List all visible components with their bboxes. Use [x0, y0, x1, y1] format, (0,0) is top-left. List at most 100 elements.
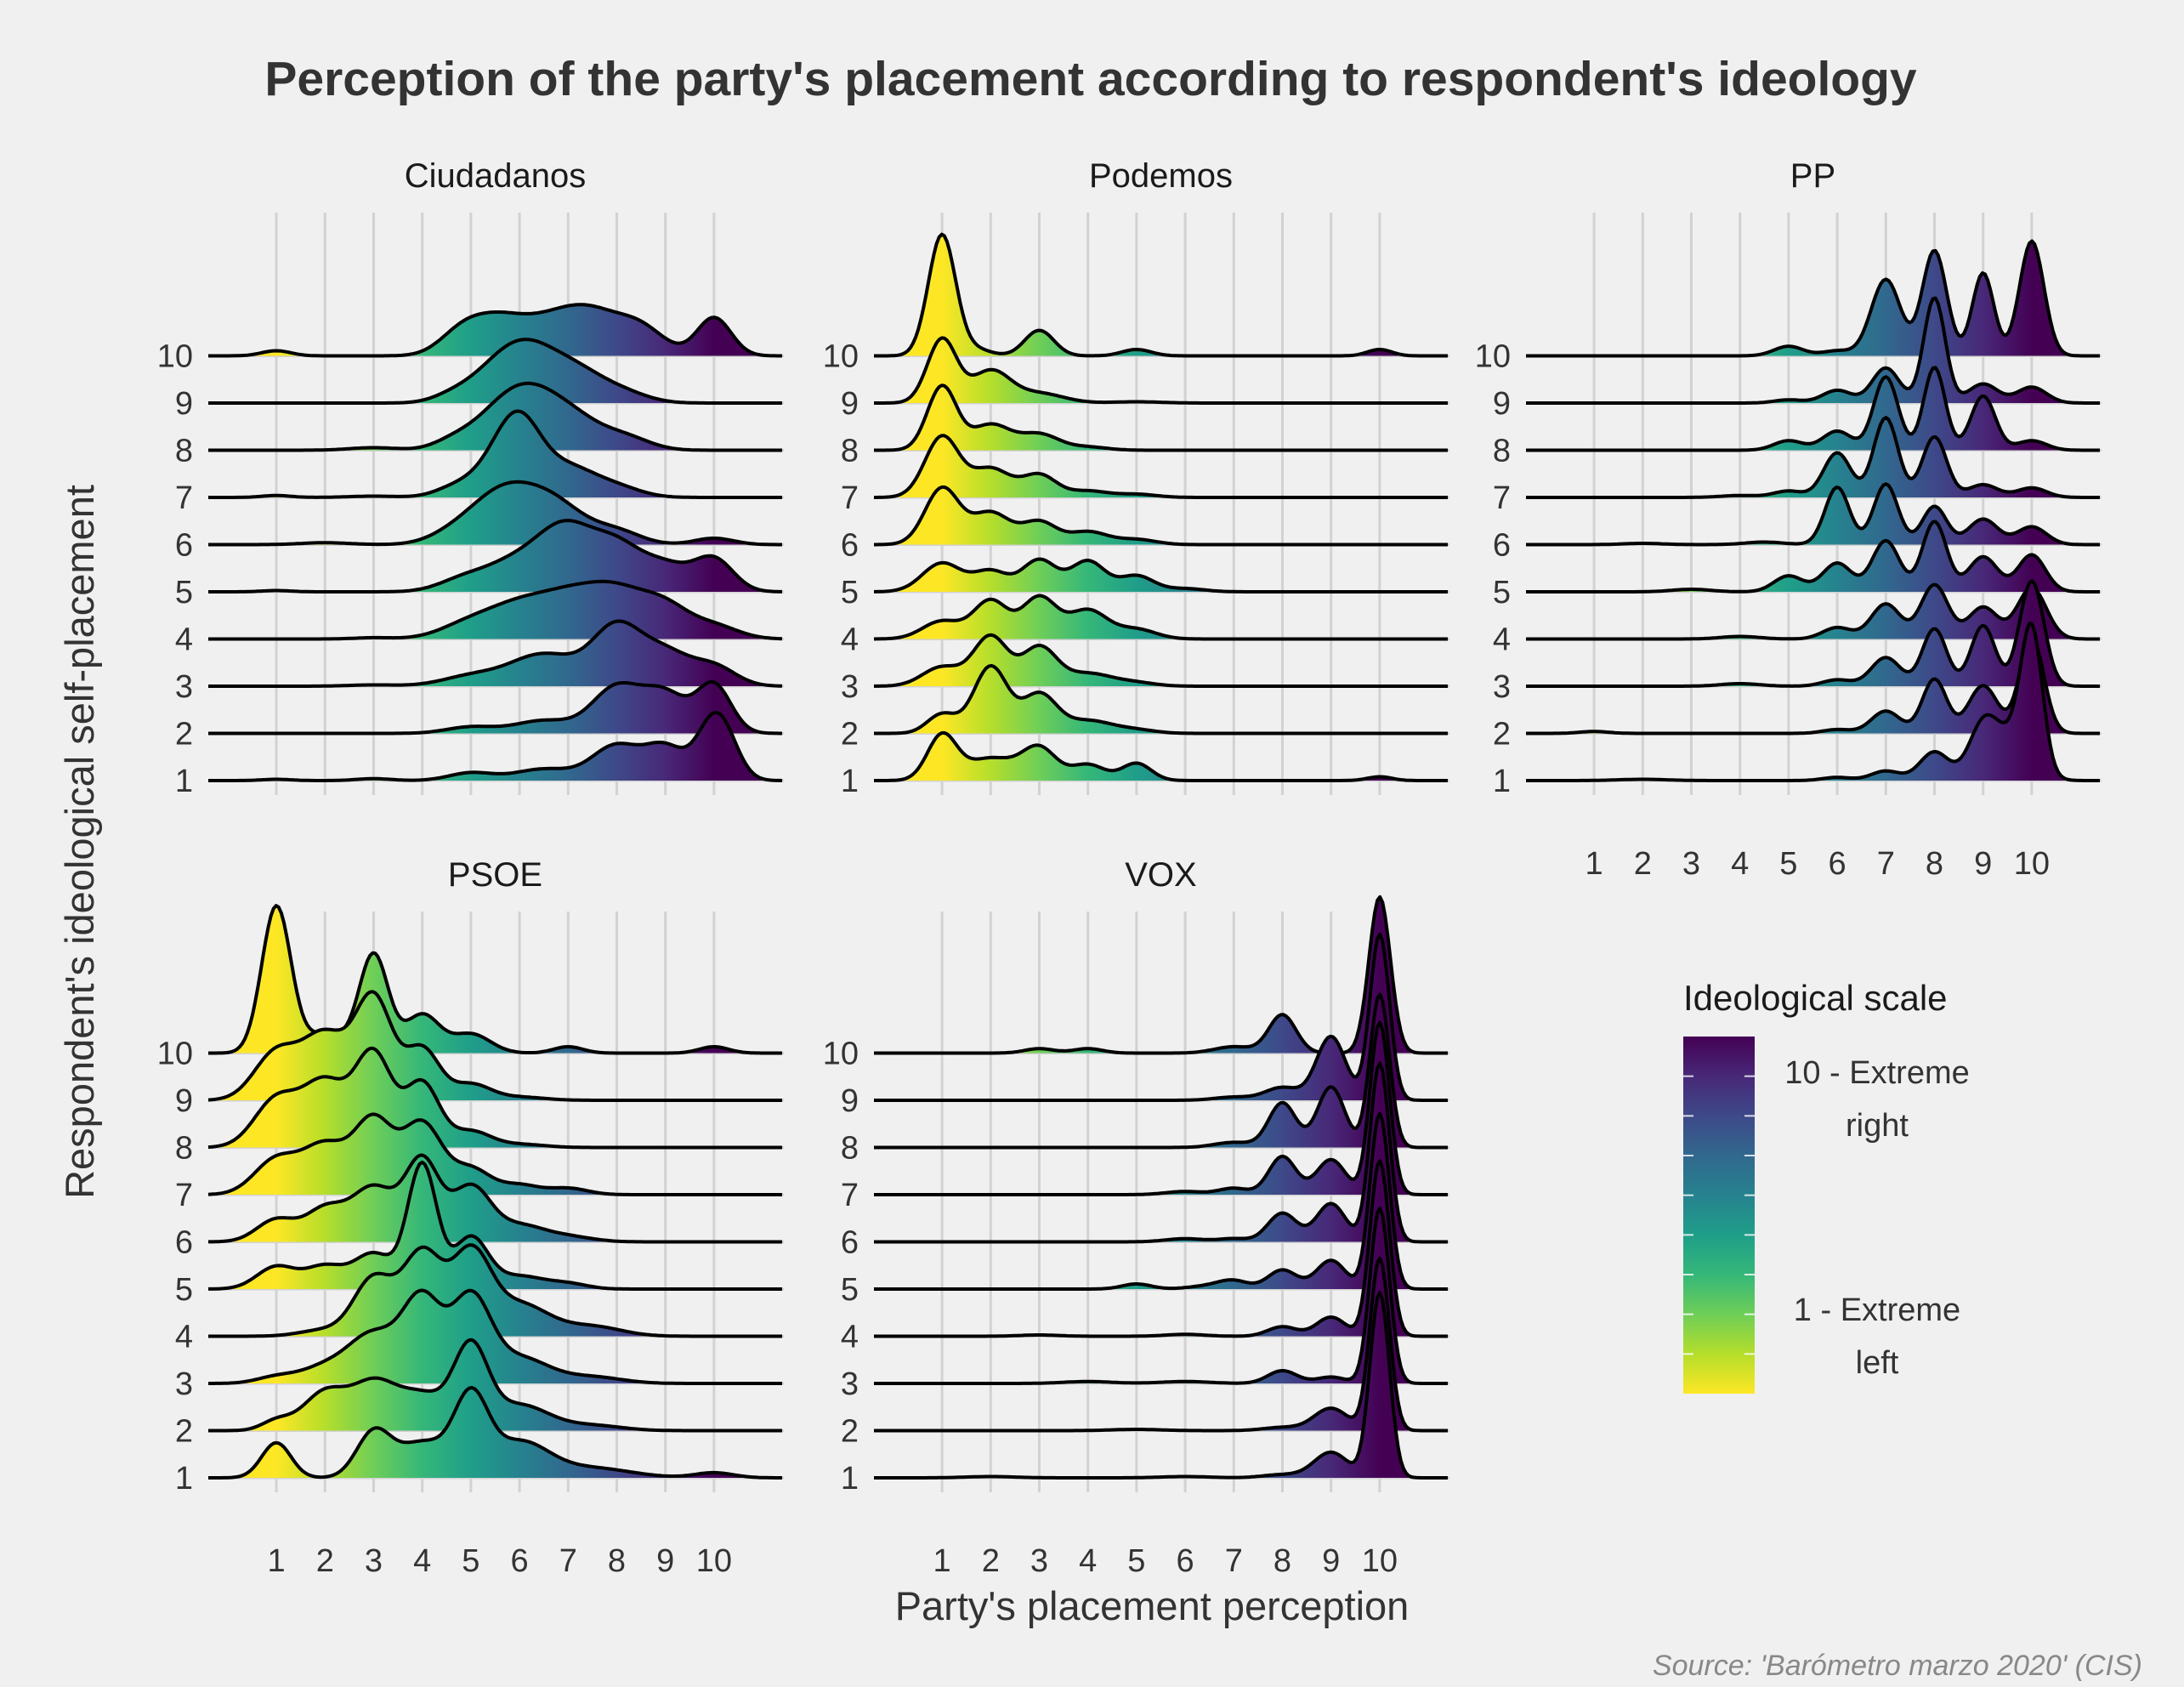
ridge-line-7: [874, 1020, 1448, 1196]
y-tick-label: 5: [1493, 575, 1511, 611]
ridge-fill-5: [1526, 521, 2100, 592]
x-tick-label: 8: [608, 1543, 626, 1579]
facet-podemos: Podemos 1 2 3 4 5 6 7 8 9 10: [823, 157, 1449, 799]
ridge-line-5: [208, 1160, 782, 1291]
y-tick-label: 1: [841, 764, 859, 799]
ridge-line-5: [208, 519, 782, 594]
y-tick-label: 2: [175, 717, 193, 753]
x-tick-label: 1: [268, 1543, 286, 1579]
y-tick-label: 6: [175, 528, 193, 564]
legend-tick-marks: [1683, 1075, 1755, 1355]
ridge-line-7: [1526, 416, 2100, 499]
chart-title: Perception of the party's placement acco…: [264, 52, 1917, 106]
ridge-line-10: [208, 303, 782, 358]
legend-colorbar: [1683, 1037, 1755, 1394]
y-tick-label: 7: [841, 480, 859, 516]
ridge-line-5: [874, 557, 1448, 594]
facet-label: Podemos: [1089, 157, 1233, 195]
ridge-fill-5: [208, 520, 782, 592]
ridge-fill-6: [208, 1155, 782, 1242]
x-tick-label: 10: [2014, 846, 2050, 882]
ridge-line-2: [208, 679, 782, 736]
y-tick-label: 2: [841, 1414, 859, 1450]
x-tick-label: 2: [982, 1543, 1000, 1579]
y-tick-label: 10: [823, 1037, 859, 1072]
x-tick-label: 1: [933, 1543, 951, 1579]
ridge-fill-1: [874, 1292, 1448, 1478]
ridge-fill-10: [208, 304, 782, 356]
ridge-line-10: [208, 904, 782, 1055]
ridge-line-1: [874, 730, 1448, 782]
y-tick-label: 10: [157, 1037, 193, 1072]
ridge-line-10: [874, 895, 1448, 1055]
y-tick-label: 8: [1493, 434, 1511, 469]
ridge-line-8: [208, 381, 782, 452]
ridge-line-10: [874, 232, 1448, 358]
x-tick-label: 8: [1926, 846, 1943, 882]
ridge-line-2: [874, 663, 1448, 736]
x-tick-label: 3: [365, 1543, 383, 1579]
ridge-fill-7: [208, 411, 782, 497]
ridge-line-1: [1526, 622, 2100, 782]
y-axis-title: Respondent's ideological self-placement: [57, 485, 102, 1199]
y-tick-label: 8: [841, 434, 859, 469]
facet-label: PP: [1790, 157, 1835, 195]
x-tick-label: 7: [1877, 846, 1895, 882]
y-tick-label: 9: [1493, 386, 1511, 422]
x-tick-label: 7: [1225, 1543, 1243, 1579]
ridge-line-5: [874, 1111, 1448, 1291]
ridge-line-8: [874, 992, 1448, 1150]
ridge-fill-1: [208, 1388, 782, 1478]
ridge-line-1: [208, 711, 783, 782]
y-tick-label: 4: [175, 622, 193, 658]
y-tick-label: 2: [1493, 717, 1511, 753]
y-tick-label: 6: [1493, 528, 1511, 564]
ridge-fill-4: [874, 595, 1448, 639]
ridge-line-7: [874, 434, 1448, 499]
x-tick-label: 3: [1030, 1543, 1048, 1579]
ridge-line-7: [207, 1112, 782, 1196]
ridge-fill-4: [208, 1245, 782, 1337]
ridge-fill-9: [208, 339, 782, 403]
x-tick-label: 3: [1682, 846, 1700, 882]
x-tick-label: 9: [1322, 1543, 1340, 1579]
x-tick-label: 2: [1634, 846, 1652, 882]
y-tick-label: 7: [175, 480, 193, 516]
legend-low-label: 1 - Extreme left: [1794, 1292, 1960, 1381]
y-tick-label: 1: [841, 1461, 859, 1497]
ridge-line-4: [874, 1159, 1448, 1338]
x-tick-label: 2: [316, 1543, 334, 1579]
ridge-fill-8: [208, 383, 782, 451]
y-tick-label: 6: [841, 528, 859, 564]
ridge-line-8: [1526, 366, 2100, 452]
x-tick-label: 10: [696, 1543, 732, 1579]
ridge-line-8: [874, 383, 1448, 452]
ridge-line-9: [874, 932, 1448, 1102]
y-tick-label: 1: [1493, 764, 1511, 799]
ridge-fill-9: [874, 338, 1448, 403]
chart-caption: Source: 'Barómetro marzo 2020' (CIS): [1653, 1650, 2142, 1682]
ridge-line-4: [1526, 582, 2100, 641]
y-tick-label: 4: [175, 1320, 193, 1355]
ridge-line-3: [208, 619, 783, 688]
x-axis-title: Party's placement perception: [895, 1583, 1410, 1628]
y-tick-label: 8: [175, 434, 193, 469]
ridge-fill-5: [874, 559, 1448, 592]
y-tick-label: 5: [841, 1272, 859, 1308]
ridge-line-3: [208, 1288, 782, 1385]
ridge-line-2: [1526, 635, 2100, 736]
ridge-line-2: [208, 1338, 782, 1433]
facet-label: PSOE: [448, 856, 542, 894]
ridge-line-6: [1526, 482, 2100, 547]
ridge-fill-1: [208, 713, 782, 781]
facet-ciudadanos: Ciudadanos 1 2 3 4 5 6 7 8 9 10: [157, 157, 784, 799]
y-tick-label: 3: [1493, 669, 1511, 705]
x-tick-label: 4: [1079, 1543, 1097, 1579]
y-tick-label: 2: [841, 717, 859, 753]
y-tick-label: 6: [841, 1225, 859, 1261]
y-tick-label: 3: [841, 669, 859, 705]
ridge-line-3: [873, 633, 1448, 688]
